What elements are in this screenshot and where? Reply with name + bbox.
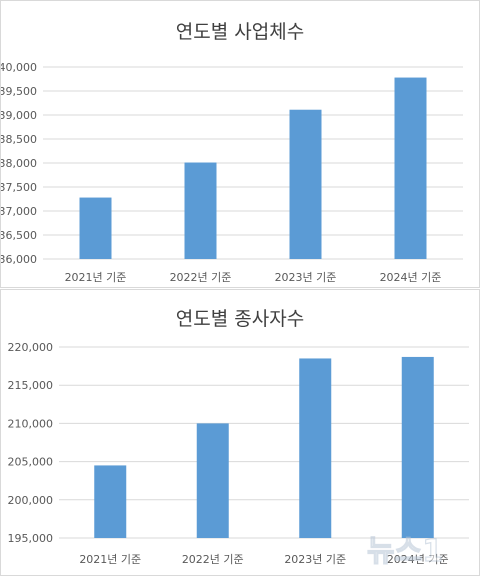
bar-chart-employees: 195,000 200,000 205,000 210,000 215,000 220,0…	[8, 341, 469, 566]
bar-chart-businesses: 36,000 36,500 37,000 37,500 38,000 38,500 39,0…	[1, 61, 463, 284]
x-category-label: 2021년 기준	[79, 553, 141, 566]
y-tick-label: 37,500	[1, 181, 37, 194]
bar	[401, 356, 434, 538]
y-tick-label: 195,000	[8, 532, 54, 545]
bar	[289, 109, 322, 259]
bar	[394, 77, 427, 259]
chart-title: 연도별 종사자수	[175, 308, 305, 330]
bar	[299, 358, 332, 538]
chart-panel-businesses: 연도별 사업체수 36,000 36,500 37,000 37,500 38,000 3…	[0, 0, 480, 288]
x-category-label: 2024년 기준	[387, 553, 449, 566]
y-tick-label: 39,500	[1, 85, 37, 98]
y-tick-label: 220,000	[8, 341, 54, 354]
chart-title: 연도별 사업체수	[175, 21, 305, 43]
y-tick-label: 36,500	[1, 229, 37, 242]
x-category-label: 2023년 기준	[284, 553, 346, 566]
x-category-label: 2022년 기준	[182, 553, 244, 566]
y-tick-label: 39,000	[1, 109, 37, 122]
y-tick-label: 205,000	[8, 456, 54, 469]
y-tick-label: 210,000	[8, 417, 54, 430]
bar	[196, 423, 229, 538]
watermark-text: 뉴스1	[367, 534, 443, 569]
x-category-label: 2021년 기준	[65, 271, 127, 284]
bar	[94, 465, 127, 538]
x-category-label: 2022년 기준	[170, 271, 232, 284]
chart-panel-employees: 연도별 종사자수 195,000 200,000 205,000 210,000 215…	[0, 289, 480, 576]
y-tick-label: 36,000	[1, 253, 37, 266]
y-tick-label: 38,000	[1, 157, 37, 170]
y-tick-label: 38,500	[1, 133, 37, 146]
bar	[184, 162, 217, 259]
bar	[79, 197, 112, 259]
y-tick-label: 215,000	[8, 379, 54, 392]
y-tick-label: 37,000	[1, 205, 37, 218]
x-category-label: 2023년 기준	[275, 271, 337, 284]
y-tick-label: 200,000	[8, 494, 54, 507]
x-category-label: 2024년 기준	[380, 271, 442, 284]
news1-watermark-logo: 뉴스1	[366, 533, 443, 569]
y-tick-label: 40,000	[1, 61, 37, 74]
